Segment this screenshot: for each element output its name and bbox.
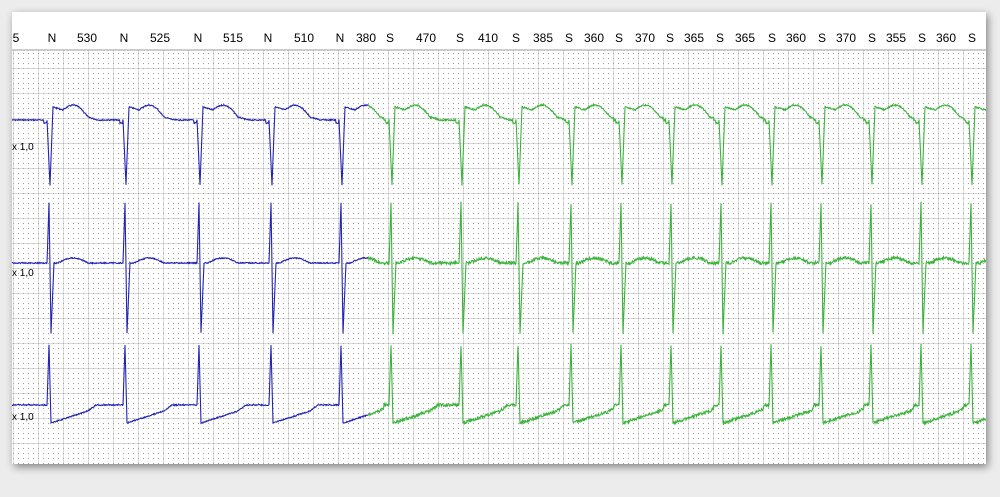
ecg-trace-normal [12, 202, 369, 334]
beat-label: S [666, 31, 674, 45]
beat-label: 380 [356, 31, 376, 45]
beat-label: S [565, 31, 573, 45]
beat-label: S [716, 31, 724, 45]
ecg-trace-normal [12, 103, 369, 186]
ecg-trace-supraventricular [367, 343, 986, 427]
ecg-panel: 5 N 530 N 525 N 515 N 510 N 380 S 470 S 410 S 385 S 360 S 37… [12, 12, 986, 464]
beat-label: 355 [886, 31, 906, 45]
beat-label: S [386, 31, 394, 45]
ecg-strip: 5 N 530 N 525 N 515 N 510 N 380 S 470 S 410 S 385 S 360 S 37… [12, 31, 986, 464]
beat-label: N [48, 31, 57, 45]
beat-label: 5 [13, 31, 20, 45]
gain-label: x 1,0 [12, 142, 34, 153]
beat-label: S [868, 31, 876, 45]
beat-label: N [336, 31, 345, 45]
beat-label: S [512, 31, 520, 45]
beat-label: S [968, 31, 976, 45]
ecg-trace-normal [12, 344, 369, 425]
beat-label: 360 [936, 31, 956, 45]
beat-label: N [194, 31, 203, 45]
beat-label: S [768, 31, 776, 45]
beat-label: 525 [150, 31, 170, 45]
ecg-trace-supraventricular [367, 103, 986, 186]
major-grid [12, 50, 986, 464]
ecg-trace-supraventricular [367, 201, 986, 335]
beat-label: 360 [584, 31, 604, 45]
beat-label: S [615, 31, 623, 45]
beat-label: 365 [684, 31, 704, 45]
beat-label: 370 [836, 31, 856, 45]
beat-label: S [456, 31, 464, 45]
beat-label: 530 [77, 31, 97, 45]
beat-label: S [818, 31, 826, 45]
beat-label: 360 [786, 31, 806, 45]
beat-label: 510 [294, 31, 314, 45]
gain-label: x 1,0 [12, 412, 34, 423]
beat-label: 470 [416, 31, 436, 45]
beat-label: N [264, 31, 273, 45]
beat-label: S [918, 31, 926, 45]
beat-label: 365 [735, 31, 755, 45]
beat-label: N [120, 31, 129, 45]
gain-label: x 1,0 [12, 268, 34, 279]
beat-label: 370 [635, 31, 655, 45]
beat-label: 515 [223, 31, 243, 45]
beat-label: 385 [533, 31, 553, 45]
beat-label: 410 [478, 31, 498, 45]
